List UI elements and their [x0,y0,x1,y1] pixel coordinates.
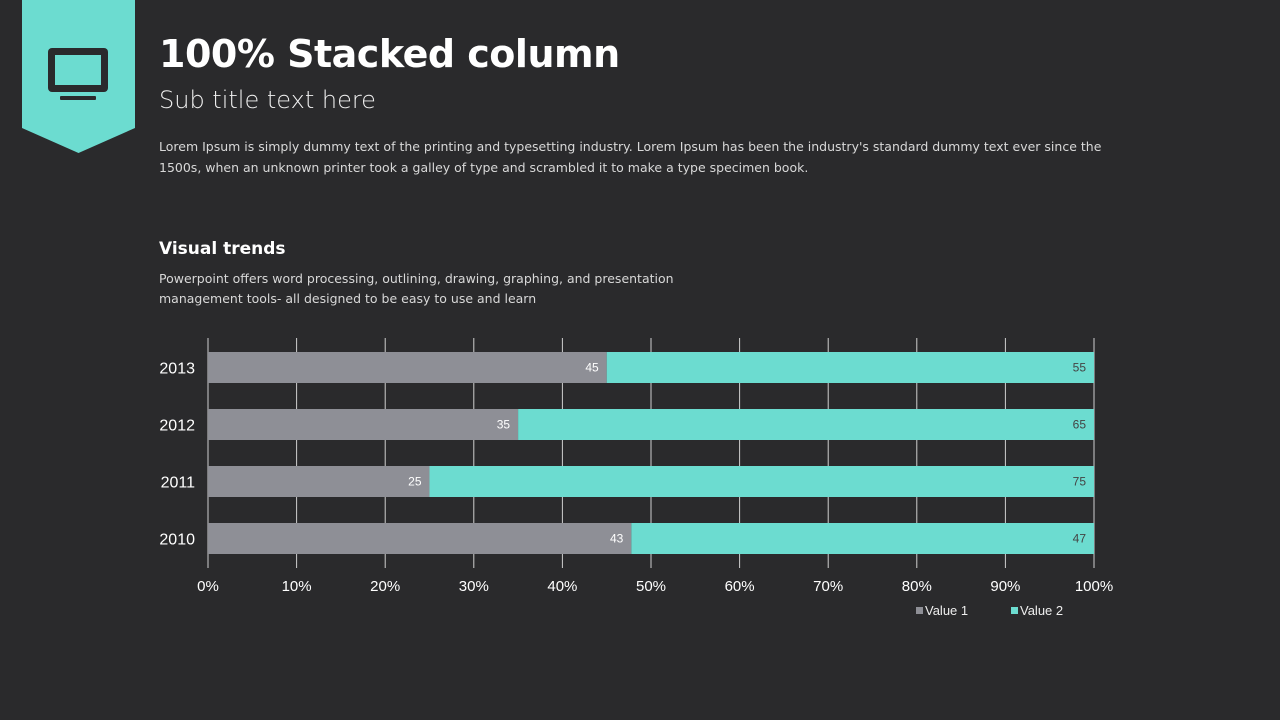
legend-label: Value 2 [1020,603,1063,618]
y-category-label: 2011 [161,475,196,492]
page-title: 100% Stacked column [159,32,620,76]
x-tick-label: 70% [813,578,843,595]
data-label: 75 [1073,475,1087,489]
x-tick-label: 60% [725,578,755,595]
section-description: Powerpoint offers word processing, outli… [159,271,674,306]
legend-swatch [1011,607,1018,614]
intro-text: Lorem Ipsum is simply dummy text of the … [159,139,1102,175]
x-tick-label: 90% [990,578,1020,595]
bar-segment [208,409,519,440]
data-label: 25 [408,475,422,489]
header-ribbon [22,0,135,153]
data-label: 43 [610,532,624,546]
data-label: 55 [1073,361,1087,375]
page-subtitle: Sub title text here [159,86,376,114]
y-category-label: 2010 [159,532,195,549]
x-tick-label: 40% [547,578,577,595]
bar-segment [631,523,1094,554]
data-label: 45 [585,361,599,375]
legend-swatch [916,607,923,614]
x-tick-label: 0% [197,578,219,595]
legend-label: Value 1 [925,603,968,618]
x-tick-label: 20% [370,578,400,595]
y-category-label: 2013 [159,361,195,378]
bar-segment [208,466,430,497]
bar-segment [208,523,632,554]
monitor-icon [48,48,108,100]
x-tick-label: 100% [1075,578,1113,595]
data-label: 35 [497,418,511,432]
data-label: 47 [1073,532,1087,546]
data-label: 65 [1073,418,1087,432]
bar-segment [208,352,607,383]
y-category-label: 2012 [159,418,195,435]
bar-segment [606,352,1094,383]
bar-segment [429,466,1094,497]
bar-segment [518,409,1094,440]
x-tick-label: 80% [902,578,932,595]
section-heading: Visual trends [159,239,286,259]
x-tick-label: 30% [459,578,489,595]
x-tick-label: 10% [282,578,312,595]
x-tick-label: 50% [636,578,666,595]
